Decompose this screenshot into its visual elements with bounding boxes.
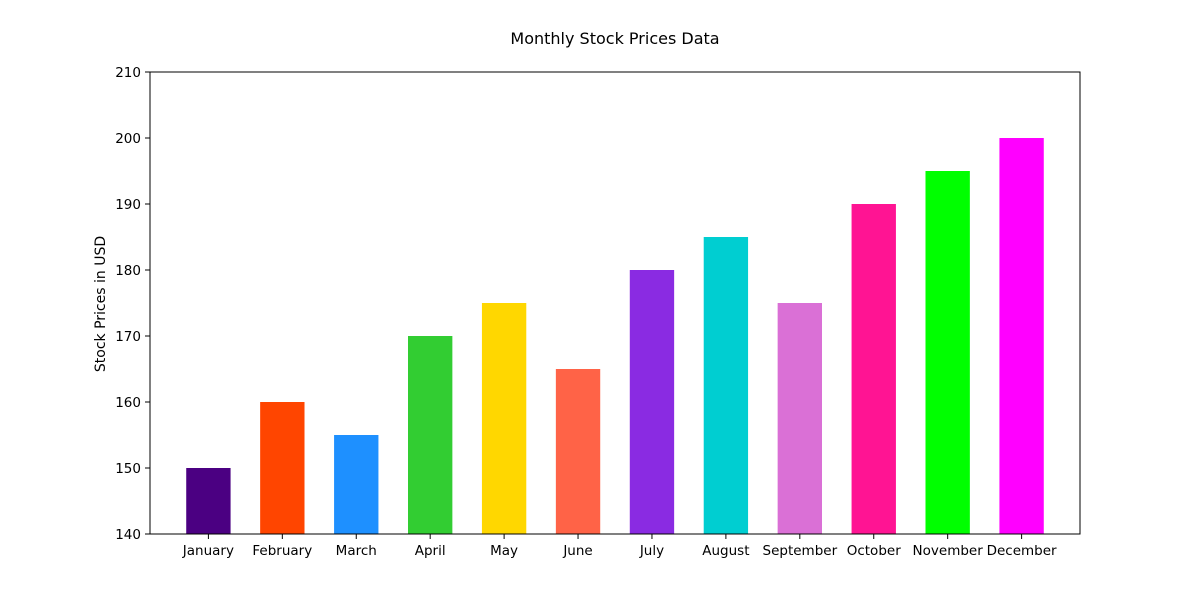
x-tick-label: September	[763, 543, 838, 559]
bar-april	[408, 336, 453, 534]
bar-january	[186, 468, 231, 534]
bar-may	[481, 303, 527, 534]
bar-july	[629, 270, 675, 534]
x-tick-label: November	[913, 543, 984, 559]
bar-november	[925, 171, 970, 534]
x-tick-label: August	[702, 543, 749, 559]
x-tick-label: May	[490, 543, 518, 559]
y-tick-label: 180	[115, 263, 141, 279]
x-tick-label: December	[987, 543, 1057, 559]
y-tick-label: 160	[115, 395, 141, 411]
x-tick-label: April	[415, 543, 446, 559]
bar-june	[555, 369, 601, 534]
y-tick-label: 200	[115, 131, 141, 147]
x-tick-label: January	[182, 543, 234, 559]
bar-august	[703, 237, 749, 534]
chart-title: Monthly Stock Prices Data	[510, 29, 719, 48]
bar-october	[851, 204, 896, 534]
bars-group	[186, 138, 1044, 534]
bar-december	[999, 138, 1044, 534]
x-tick-label: March	[336, 543, 377, 559]
y-tick-label: 150	[115, 461, 141, 477]
x-axis-ticks: January February March April May June July Augu…	[182, 534, 1057, 559]
bar-september	[777, 303, 822, 534]
x-tick-label: July	[639, 543, 664, 559]
x-tick-label: October	[847, 543, 901, 559]
y-axis-label: Stock Prices in USD	[93, 236, 109, 372]
y-tick-label: 210	[115, 65, 141, 81]
x-tick-label: June	[562, 543, 592, 559]
y-tick-label: 170	[115, 329, 141, 345]
bar-february	[260, 402, 305, 534]
bar-march	[334, 435, 379, 534]
plot-frame	[149, 71, 1081, 535]
x-tick-label: February	[252, 543, 312, 559]
y-tick-label: 140	[115, 527, 141, 543]
y-axis-ticks: 140 150 160 170 180 190 200 210	[115, 65, 150, 543]
y-tick-label: 190	[115, 197, 141, 213]
